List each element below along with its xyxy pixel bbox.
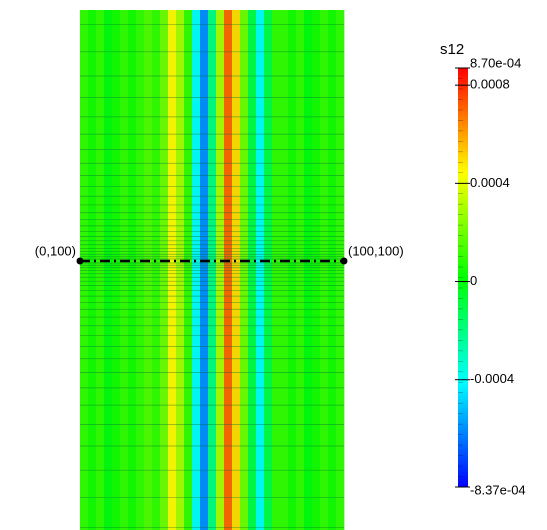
field-column [152, 10, 161, 530]
field-column [240, 10, 249, 530]
field-column [248, 10, 257, 530]
field-column [288, 10, 297, 530]
colorbar-tick-label: 0.0008 [470, 77, 510, 92]
probe-point [340, 257, 348, 265]
probe-point [76, 257, 84, 265]
field-column [224, 10, 233, 530]
field [80, 10, 345, 530]
field-column [336, 10, 345, 530]
field-column [192, 10, 201, 530]
point-label: (100,100) [348, 243, 404, 258]
field-column [328, 10, 337, 530]
colorbar-tick-label: -0.0004 [470, 371, 514, 386]
field-column [80, 10, 89, 530]
field-column [104, 10, 113, 530]
field-column [296, 10, 305, 530]
field-column [168, 10, 177, 530]
field-column [128, 10, 137, 530]
field-column [120, 10, 129, 530]
colorbar-tick-label: 0 [470, 273, 477, 288]
colorbar [458, 68, 468, 487]
colorbar-tick-label: 8.70e-04 [470, 55, 521, 70]
field-column [320, 10, 329, 530]
colorbar-tick-label: 0.0004 [470, 175, 510, 190]
field-column [256, 10, 265, 530]
mesh [79, 10, 345, 530]
field-column [272, 10, 281, 530]
field-column [208, 10, 217, 530]
field-column [160, 10, 169, 530]
field-column [176, 10, 185, 530]
colorbar-title: s12 [440, 41, 464, 58]
field-column [280, 10, 289, 530]
field-column [304, 10, 313, 530]
colorbar-tick-label: -8.37e-04 [470, 482, 526, 497]
field-column [264, 10, 273, 530]
field-column [88, 10, 97, 530]
field-column [312, 10, 321, 530]
field-column [144, 10, 153, 530]
field-column [184, 10, 193, 530]
field-column [112, 10, 121, 530]
field-column [200, 10, 209, 530]
point-label: (0,100) [35, 243, 76, 258]
field-column [96, 10, 105, 530]
field-column [232, 10, 241, 530]
field-column [136, 10, 145, 530]
field-column [216, 10, 225, 530]
